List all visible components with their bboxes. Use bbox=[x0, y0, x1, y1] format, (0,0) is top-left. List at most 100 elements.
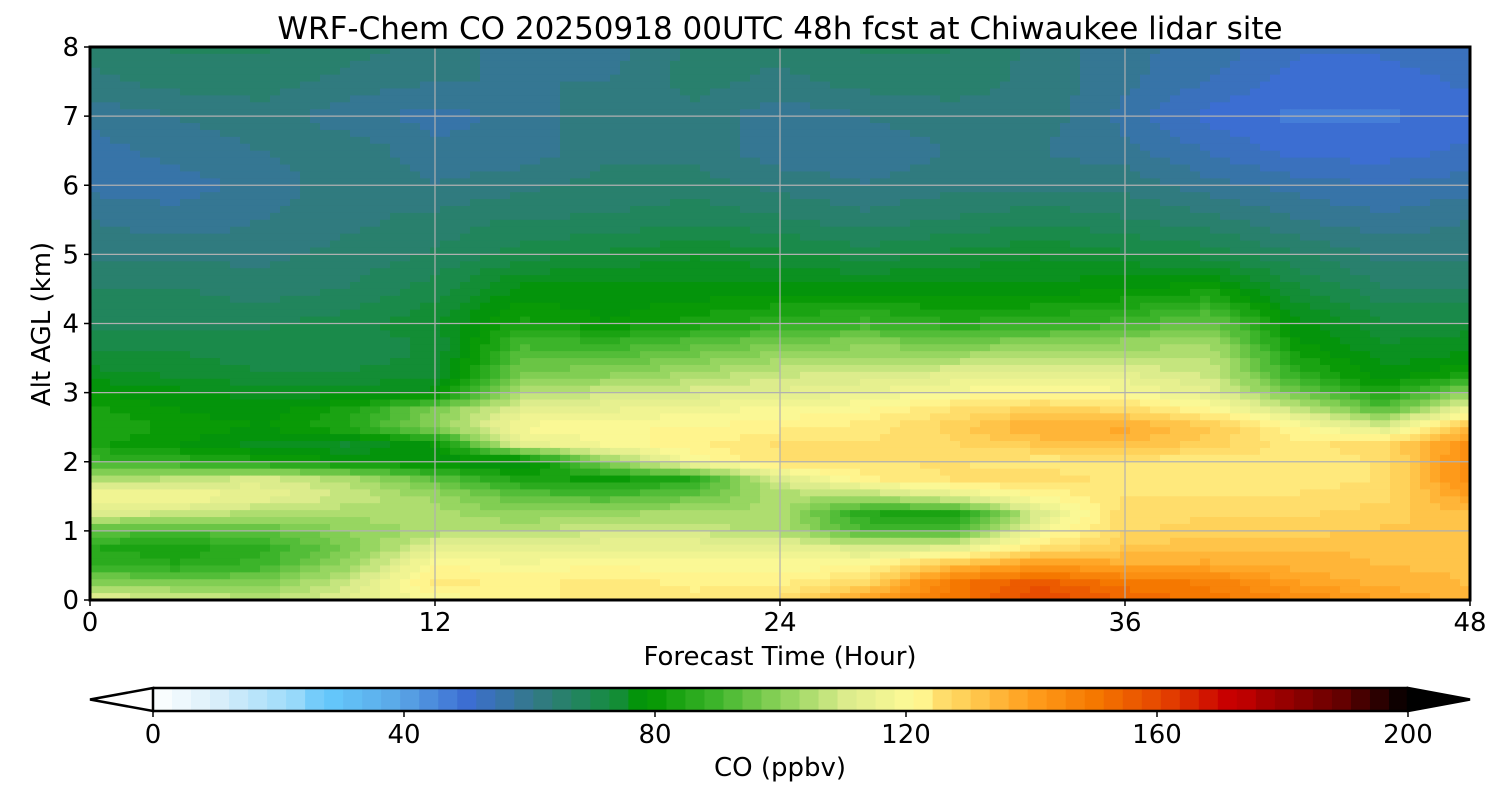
heatmap-cell bbox=[450, 150, 461, 159]
heatmap-cell bbox=[1090, 268, 1101, 276]
heatmap-cell bbox=[1110, 164, 1121, 173]
heatmap-cell bbox=[910, 247, 921, 255]
heatmap-cell bbox=[540, 102, 551, 110]
heatmap-cell bbox=[1380, 47, 1391, 55]
heatmap-cell bbox=[1280, 185, 1291, 193]
heatmap-cell bbox=[360, 123, 371, 131]
heatmap-cell bbox=[470, 143, 481, 152]
heatmap-cell bbox=[1460, 88, 1471, 96]
heatmap-cell bbox=[130, 275, 141, 283]
heatmap-cell bbox=[1010, 178, 1021, 186]
heatmap-cell bbox=[360, 60, 371, 69]
heatmap-cell bbox=[760, 136, 771, 145]
heatmap-cell bbox=[1000, 219, 1011, 228]
heatmap-cell bbox=[1050, 240, 1061, 249]
heatmap-cell bbox=[950, 288, 961, 297]
heatmap-cell bbox=[300, 81, 311, 90]
heatmap-cell bbox=[1300, 288, 1311, 297]
heatmap-cell bbox=[1220, 60, 1231, 69]
heatmap-cell bbox=[480, 254, 491, 262]
heatmap-cell bbox=[1280, 143, 1291, 152]
heatmap-cell bbox=[1100, 95, 1111, 103]
heatmap-cell bbox=[770, 254, 781, 262]
heatmap-cell bbox=[700, 74, 711, 83]
heatmap-cell bbox=[730, 116, 741, 124]
heatmap-cell bbox=[120, 275, 131, 283]
heatmap-cell bbox=[120, 178, 131, 186]
heatmap-cell bbox=[200, 219, 211, 228]
heatmap-cell bbox=[960, 288, 971, 297]
heatmap-cell bbox=[640, 226, 651, 235]
heatmap-cell bbox=[720, 95, 731, 103]
heatmap-cell bbox=[190, 199, 201, 207]
heatmap-cell bbox=[1150, 185, 1161, 193]
heatmap-cell bbox=[900, 205, 911, 214]
heatmap-cell bbox=[350, 233, 361, 242]
heatmap-cell bbox=[860, 226, 871, 235]
heatmap-cell bbox=[720, 81, 731, 90]
heatmap-cell bbox=[360, 226, 371, 235]
heatmap-cell bbox=[930, 123, 941, 131]
heatmap-cell bbox=[1110, 205, 1121, 214]
heatmap-cell bbox=[110, 185, 121, 193]
heatmap-cell bbox=[1280, 268, 1291, 276]
heatmap-cell bbox=[1310, 60, 1321, 69]
heatmap-cell bbox=[1330, 178, 1341, 186]
heatmap-cell bbox=[1350, 212, 1361, 221]
heatmap-cell bbox=[1360, 109, 1371, 117]
heatmap-cell bbox=[1150, 288, 1161, 297]
heatmap-cell bbox=[590, 102, 601, 110]
heatmap-cell bbox=[1400, 288, 1411, 297]
heatmap-cell bbox=[730, 81, 741, 90]
heatmap-cell bbox=[100, 150, 111, 159]
heatmap-cell bbox=[150, 47, 161, 55]
heatmap-cell bbox=[1390, 123, 1401, 131]
heatmap-cell bbox=[1420, 185, 1431, 193]
heatmap-cell bbox=[330, 60, 341, 69]
heatmap-cell bbox=[840, 116, 851, 124]
heatmap-cell bbox=[1330, 233, 1341, 242]
heatmap-cell bbox=[340, 60, 351, 69]
heatmap-cell bbox=[600, 67, 611, 76]
heatmap-cell bbox=[570, 53, 581, 62]
heatmap-cell bbox=[670, 164, 681, 173]
heatmap-cell bbox=[1450, 60, 1461, 69]
heatmap-cell bbox=[1360, 219, 1371, 228]
heatmap-cell bbox=[170, 205, 181, 214]
heatmap-cell bbox=[820, 95, 831, 103]
heatmap-cell bbox=[400, 247, 411, 255]
heatmap-cell bbox=[560, 282, 571, 290]
heatmap-cell bbox=[1190, 240, 1201, 249]
heatmap-cell bbox=[1030, 102, 1041, 110]
heatmap-cell bbox=[780, 288, 791, 297]
heatmap-cell bbox=[200, 157, 211, 166]
heatmap-cell bbox=[460, 205, 471, 214]
heatmap-cell bbox=[660, 157, 671, 166]
heatmap-cell bbox=[1090, 67, 1101, 76]
heatmap-cell bbox=[1100, 233, 1111, 242]
heatmap-cell bbox=[170, 129, 181, 138]
heatmap-cell bbox=[420, 219, 431, 228]
heatmap-cell bbox=[460, 282, 471, 290]
heatmap-cell bbox=[930, 81, 941, 90]
heatmap-cell bbox=[1170, 88, 1181, 96]
heatmap-cell bbox=[1450, 164, 1461, 173]
heatmap-cell bbox=[850, 240, 861, 249]
heatmap-cell bbox=[950, 116, 961, 124]
heatmap-cell bbox=[1070, 282, 1081, 290]
heatmap-cell bbox=[840, 240, 851, 249]
heatmap-cell bbox=[1380, 67, 1391, 76]
heatmap-cell bbox=[1160, 247, 1171, 255]
heatmap-cell bbox=[1060, 109, 1071, 117]
heatmap-cell bbox=[1280, 129, 1291, 138]
heatmap-cell bbox=[230, 81, 241, 90]
heatmap-cell bbox=[880, 157, 891, 166]
heatmap-cell bbox=[1440, 157, 1451, 166]
heatmap-cell bbox=[1140, 254, 1151, 262]
heatmap-cell bbox=[320, 282, 331, 290]
heatmap-cell bbox=[720, 116, 731, 124]
heatmap-cell bbox=[1300, 157, 1311, 166]
heatmap-cell bbox=[150, 254, 161, 262]
heatmap-cell bbox=[650, 60, 661, 69]
heatmap-cell bbox=[1100, 157, 1111, 166]
